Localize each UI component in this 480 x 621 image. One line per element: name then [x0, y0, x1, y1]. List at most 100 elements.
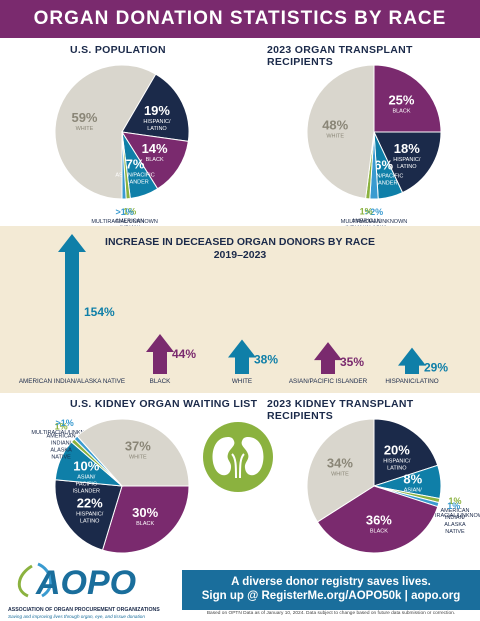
pie-category-label: MULTIRACIAL/UNKNOWN — [341, 219, 408, 225]
donor-increase-arrows: 154% AMERICAN INDIAN/ALASKA NATIVE 44% BLAC… — [19, 234, 448, 385]
pie-transplant-recipients: 25%BLACK 18%HISPANIC/LATINO 6%ASIAN/PACIFI… — [306, 64, 442, 226]
pie-value-label: 1% — [448, 496, 461, 506]
pie-slice — [373, 418, 439, 487]
bar-category-label: WHITE — [232, 378, 252, 385]
pie-slice — [76, 418, 190, 487]
pie-category-label: ASIAN/PACIFIC — [115, 173, 154, 179]
arrow-bar — [314, 342, 342, 374]
pie-category-label: BLACK — [370, 529, 388, 535]
pie-category-label: PACIFIC — [76, 482, 97, 488]
pie-category-label: MULTIRACIAL/UNKNOWN — [420, 513, 480, 519]
page-header: ORGAN DONATION STATISTICS BY RACE — [0, 0, 480, 38]
bar-value-label: 35% — [340, 355, 364, 369]
pie-category-label: INDIAN/ — [51, 441, 72, 447]
logo-tagline: Saving and improving lives through organ… — [8, 614, 145, 619]
pie-category-label: AMERICAN — [352, 219, 381, 225]
pie-category-label: WHITE — [331, 471, 349, 477]
pie-value-label: 1% — [447, 501, 460, 511]
bar-category-label: HISPANIC/LATINO — [385, 378, 438, 385]
bar-value-label: 154% — [84, 305, 115, 319]
pie-category-label: ASIAN/ — [404, 488, 423, 494]
pie-title-kidney-waiting: U.S. KIDNEY ORGAN WAITING LIST — [70, 398, 258, 410]
pie-category-label: INDIAN/ — [445, 515, 466, 521]
pie-value-label: 18% — [394, 141, 420, 156]
pie-category-label: ASIAN/ — [77, 475, 96, 481]
pie-slice — [373, 131, 442, 194]
arrow-bar — [398, 347, 426, 374]
bar-category-label: AMERICAN INDIAN/ALASKA NATIVE — [19, 378, 125, 385]
arrow-bar — [146, 334, 174, 374]
pie-value-label: 37% — [125, 439, 151, 454]
cta-banner: A diverse donor registry saves lives. Si… — [182, 570, 480, 610]
pie-category-label: ISLANDER — [121, 180, 149, 186]
bar-chart-title-text: INCREASE IN DECEASED ORGAN DONORS BY RAC… — [105, 236, 375, 248]
aopo-logo-mark: AOPO — [17, 562, 136, 602]
cta-line1: A diverse donor registry saves lives. — [231, 576, 431, 588]
pie-slice — [121, 73, 190, 142]
pie-value-label: 48% — [322, 118, 348, 133]
pie-slice — [121, 131, 127, 200]
pie-value-label: 6% — [374, 158, 393, 173]
pie-value-label: 30% — [132, 505, 158, 520]
pie-value-label: 20% — [384, 443, 410, 458]
arrow-bar — [228, 339, 256, 374]
bar-value-label: 38% — [254, 352, 278, 366]
pie-category-label: LATINO — [397, 164, 417, 170]
pie-category-label: HISPANIC/ — [383, 459, 411, 465]
pie-value-label: 14% — [142, 141, 168, 156]
pie-value-label: >2% — [365, 207, 383, 217]
pie-category-label: ALASKA — [444, 522, 466, 528]
pie-value-label: 36% — [366, 513, 392, 528]
pie-category-label: WHITE — [326, 134, 344, 140]
pie-value-label: 19% — [144, 103, 170, 118]
top-pies: 59%WHITE19%HISPANIC/LATINO14%BLACK7%ASIA… — [54, 64, 442, 226]
pie-category-label: WHITE — [129, 455, 147, 461]
aopo-logo: AOPO ASSOCIATION OF ORGAN PROCUREMENT OR… — [8, 560, 178, 620]
bar-chart-title: INCREASE IN DECEASED ORGAN DONORS BY RAC… — [0, 236, 480, 262]
bottom-pies: 30%BLACK22%HISPANIC/LATINO10%ASIAN/PACIF… — [31, 418, 480, 554]
pie-title-us-population: U.S. POPULATION — [70, 44, 166, 56]
pie-value-label: 1% — [360, 207, 373, 217]
pie-category-label: WHITE — [76, 126, 94, 132]
pie-slice — [306, 64, 375, 200]
pie-value-label: 1% — [55, 422, 68, 432]
pie-category-label: ASIAN/PACIFIC — [364, 174, 403, 180]
pie-kidney-recipients: 20%HISPANIC/LATINO8%ASIAN/PACIFICISLANDE… — [306, 418, 480, 554]
bar-category-label: ASIAN/PACIFIC ISLANDER — [289, 378, 368, 385]
pie-kidney-waiting: 30%BLACK 22%HISPANIC/LATINO 10%ASIAN/PACIF… — [31, 418, 190, 554]
pie-value-label: >1% — [56, 418, 74, 428]
arrow-bar — [58, 234, 86, 374]
pie-value-label: 7% — [126, 157, 145, 172]
pie-title-transplant-recipients: 2023 ORGAN TRANSPLANT RECIPIENTS — [267, 44, 413, 68]
bar-chart-subtitle: 2019–2023 — [213, 249, 267, 261]
pie-slice — [306, 418, 375, 523]
pie-value-label: 25% — [388, 93, 414, 108]
pie-slice — [101, 485, 190, 554]
pie-category-label: BLACK — [146, 157, 164, 163]
bar-value-label: 44% — [172, 347, 196, 361]
pie-category-label: AMERICAN — [47, 434, 76, 440]
pie-value-label: 22% — [77, 496, 103, 511]
pie-value-label: 1% — [123, 207, 136, 217]
pie-category-label: HISPANIC/ — [393, 157, 421, 163]
pie-title-kidney-recipients: 2023 KIDNEY TRANSPLANT RECIPIENTS — [267, 398, 414, 422]
footnote: Based on OPTN Data as of January 10, 202… — [206, 611, 456, 616]
bar-category-label: BLACK — [150, 378, 171, 385]
logo-text: AOPO — [35, 564, 136, 600]
pie-category-label: LATINO — [80, 519, 100, 525]
pie-category-label: AMERICAN — [440, 508, 469, 514]
pie-category-label: HISPANIC/ — [143, 119, 171, 125]
pie-value-label: 8% — [403, 472, 422, 487]
pie-category-label: AMERICAN — [115, 219, 144, 225]
cta-link[interactable]: Sign up @ RegisterMe.org/AOPO50k | aopo.… — [201, 590, 461, 602]
bar-value-label: 29% — [424, 361, 448, 375]
pie-category-label: NATIVE — [51, 455, 71, 461]
pie-category-label: NATIVE — [445, 529, 465, 535]
pie-slice — [54, 479, 123, 551]
pie-slice — [121, 131, 189, 190]
pie-slice — [54, 64, 157, 200]
pie-category-label: BLACK — [392, 109, 410, 115]
pie-category-label: BLACK — [136, 521, 154, 527]
pie-value-label: >1% — [115, 207, 133, 217]
pie-slice — [316, 485, 439, 554]
